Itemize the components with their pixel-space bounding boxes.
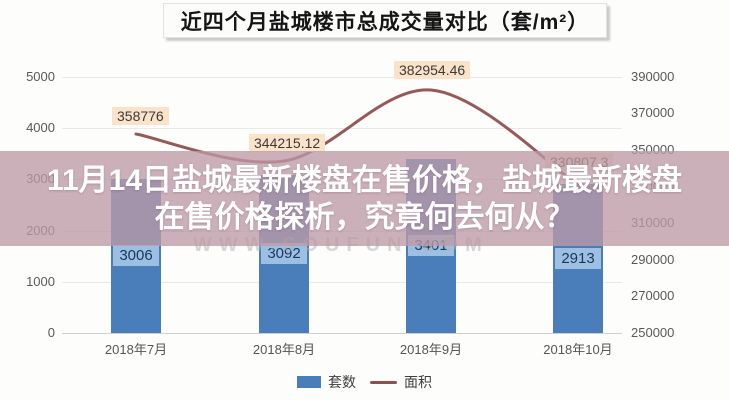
x-axis-label: 2018年10月 [543, 342, 613, 357]
right-axis-tick: 390000 [631, 69, 675, 84]
left-axis-tick: 4000 [26, 120, 55, 135]
bar-value-label: 3006 [113, 245, 159, 266]
right-axis-tick: 250000 [631, 325, 675, 340]
gridline-1000 [62, 282, 622, 283]
gridline-5000 [62, 77, 622, 78]
line-value-label: 344215.12 [249, 134, 326, 152]
legend-bar-label: 套数 [328, 374, 356, 390]
right-axis-tick: 370000 [631, 105, 675, 120]
right-axis-tick: 270000 [631, 288, 675, 303]
left-axis-tick: 1000 [26, 274, 55, 289]
x-axis-label: 2018年8月 [252, 342, 316, 357]
headline-line2: 在售价格探析，究竟何去何从？ [154, 200, 575, 234]
line-swatch-icon [370, 380, 397, 384]
bar-value-label: 2913 [555, 248, 601, 269]
right-axis-tick: 290000 [631, 252, 675, 267]
x-axis-label: 2018年9月 [399, 342, 463, 357]
line-value-label: 358776 [112, 107, 169, 125]
legend-item-bar: 套数 [297, 372, 356, 392]
gridline-4000 [62, 128, 622, 129]
left-axis-tick: 0 [47, 325, 55, 340]
bar-value-label: 3092 [261, 243, 307, 264]
headline-line1: 11月14日盐城最新楼盘在售价格，盐城最新楼盘 [46, 163, 683, 197]
x-axis-baseline [62, 333, 622, 334]
legend-line-label: 面积 [404, 374, 432, 390]
chart-title-box: 近四个月盐城楼市总成交量对比（套/m²） [163, 3, 607, 38]
chart-title: 近四个月盐城楼市总成交量对比（套/m²） [180, 10, 590, 34]
line-value-label: 382954.46 [394, 61, 471, 79]
legend-item-line: 面积 [370, 372, 432, 392]
chart-legend: 套数 面积 [0, 372, 729, 392]
headline-banner: 11月14日盐城最新楼盘在售价格，盐城最新楼盘 在售价格探析，究竟何去何从？ [0, 151, 729, 246]
left-axis-tick: 5000 [26, 69, 55, 84]
x-axis-label: 2018年7月 [104, 342, 168, 357]
bar-swatch-icon [297, 376, 321, 388]
